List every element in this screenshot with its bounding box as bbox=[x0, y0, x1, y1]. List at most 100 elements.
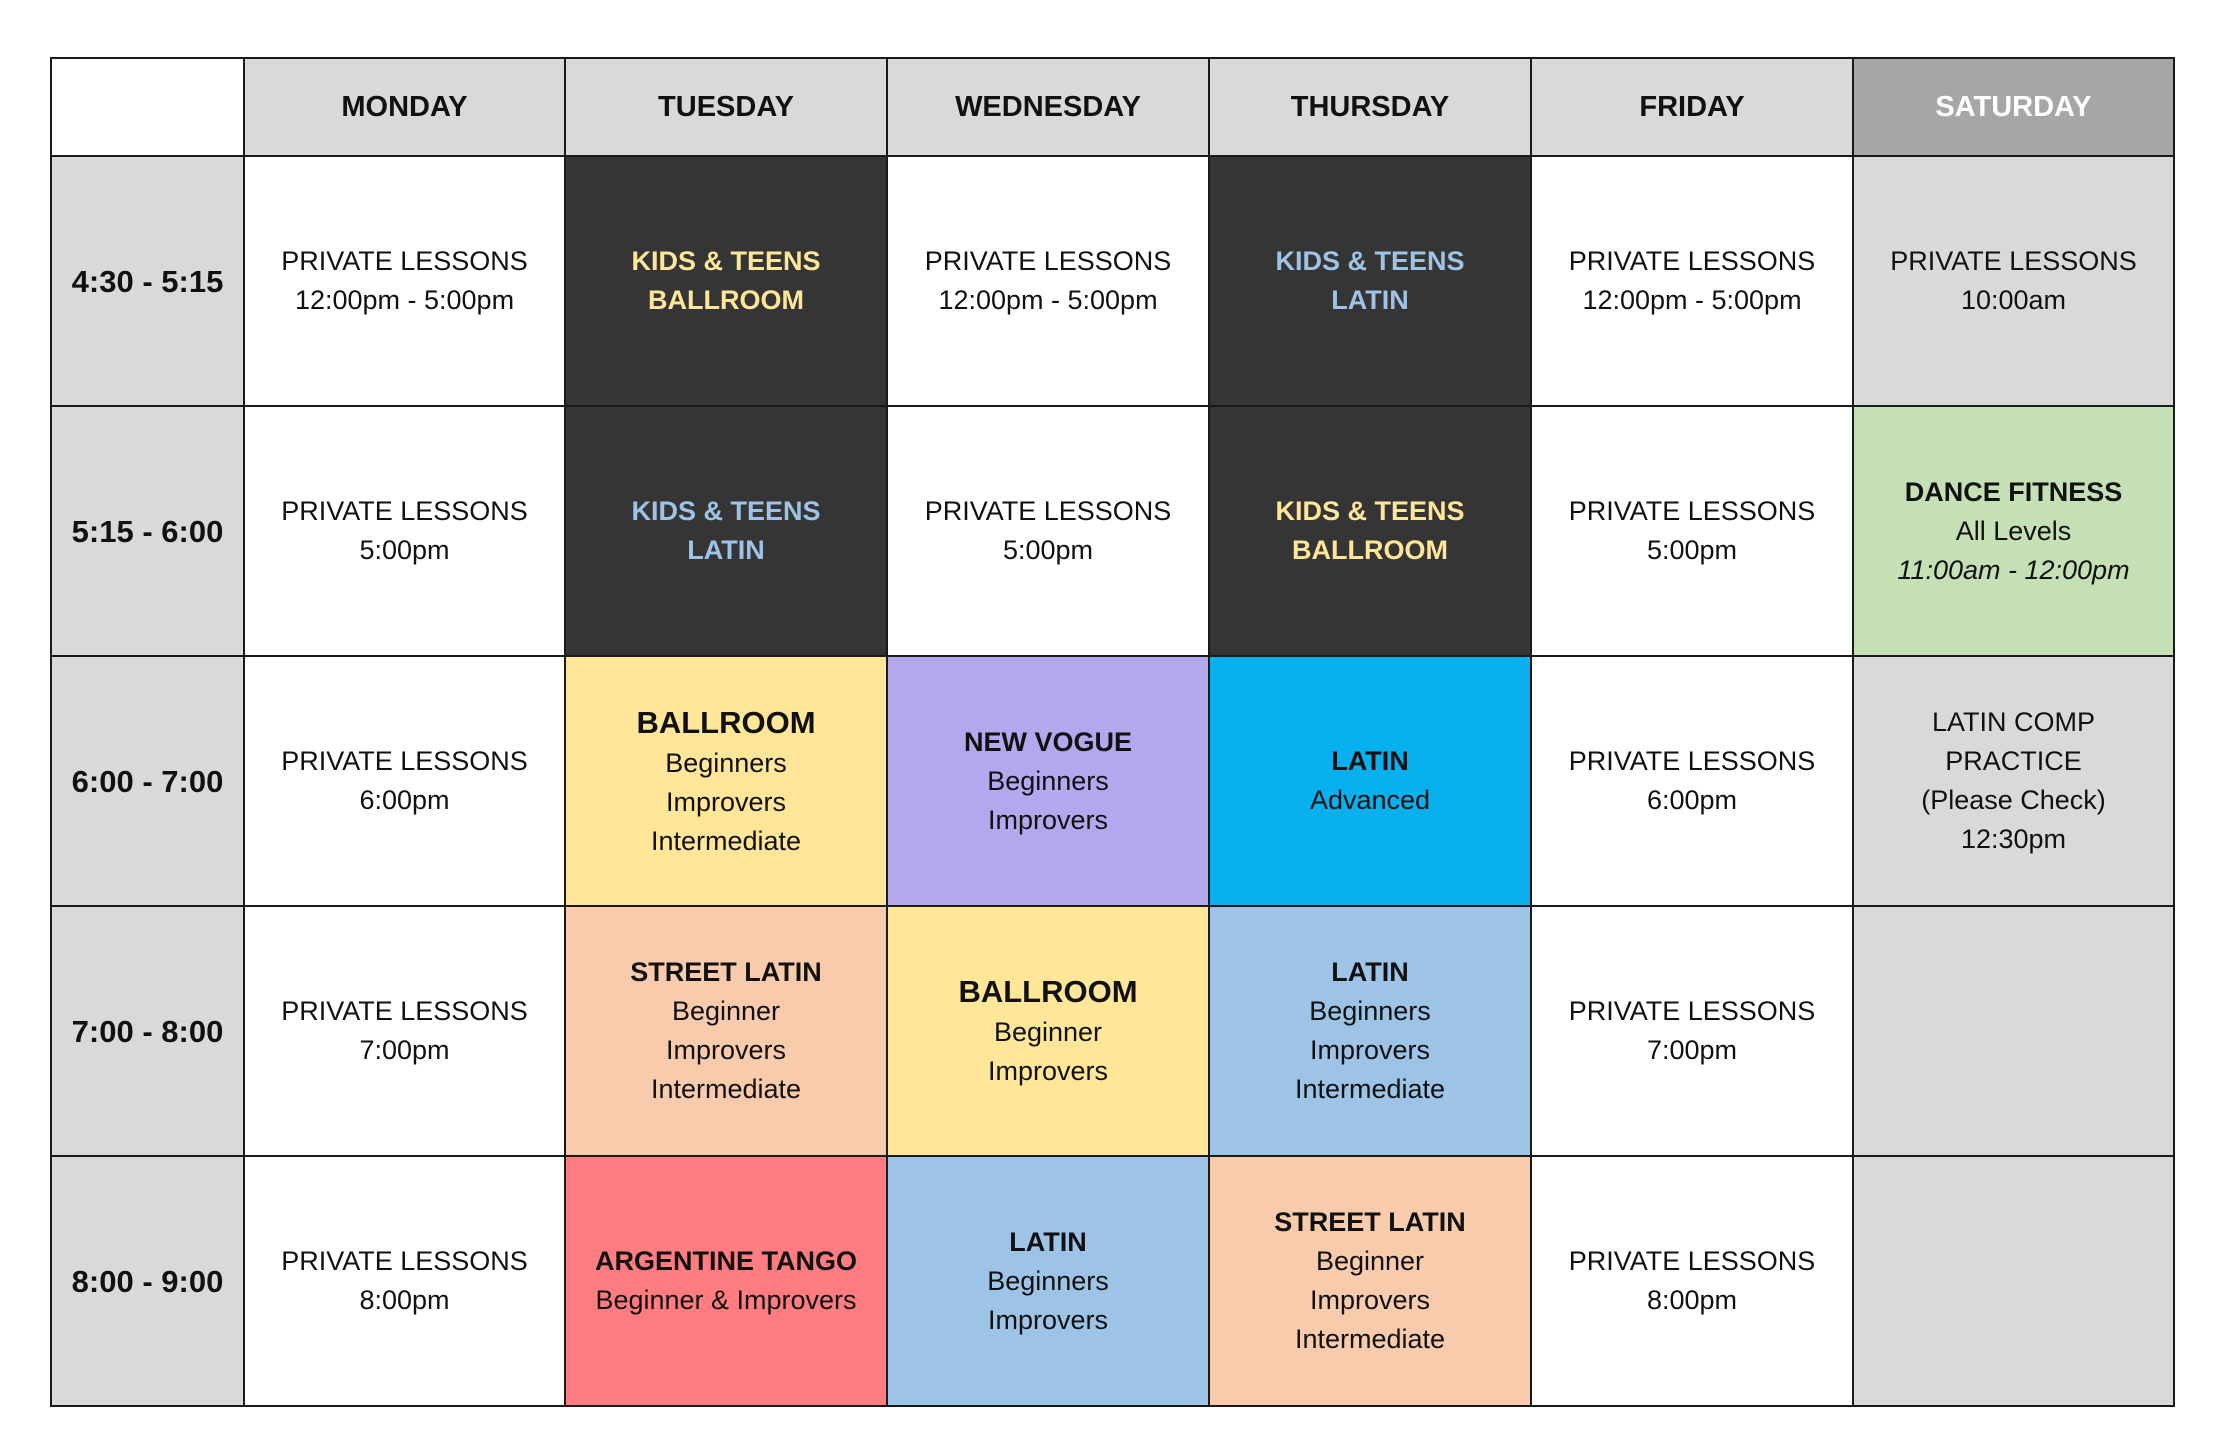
class-detail: Beginner bbox=[993, 1017, 1103, 1047]
class-cell-tuesday: STREET LATIN Beginner Improvers Intermediat… bbox=[564, 905, 888, 1157]
class-cell-friday: PRIVATE LESSONS 6:00pm bbox=[1530, 655, 1854, 907]
class-detail: 7:00pm bbox=[359, 1035, 450, 1065]
class-detail: 8:00pm bbox=[1646, 1285, 1738, 1315]
time-slot-label: 4:30 - 5:15 bbox=[50, 155, 245, 407]
day-header-row: MONDAY TUESDAY WEDNESDAY THURSDAY FRIDAY… bbox=[50, 57, 2175, 157]
class-detail: Intermediate bbox=[650, 825, 802, 856]
class-detail: BALLROOM bbox=[648, 285, 804, 315]
class-title: PRIVATE LESSONS bbox=[1568, 746, 1816, 776]
class-detail: 11:00am - 12:00pm bbox=[1897, 554, 2130, 585]
class-detail: All Levels bbox=[1955, 515, 2072, 546]
class-cell-monday: PRIVATE LESSONS 7:00pm bbox=[243, 905, 566, 1157]
class-detail: Improvers bbox=[1309, 1035, 1431, 1065]
class-detail: BALLROOM bbox=[1292, 535, 1448, 565]
class-cell-saturday: LATIN COMP PRACTICE (Please Check) 12:30pm bbox=[1852, 655, 2175, 907]
time-slot-row: 6:00 - 7:00 PRIVATE LESSONS 6:00pm BALLROOM… bbox=[50, 655, 2175, 907]
time-slot-label: 5:15 - 6:00 bbox=[50, 405, 245, 657]
day-header-wednesday: WEDNESDAY bbox=[886, 57, 1210, 157]
class-cell-thursday: LATIN Beginners Improvers Intermediate bbox=[1208, 905, 1532, 1157]
class-detail: 12:30pm bbox=[1960, 824, 2067, 854]
class-title: KIDS & TEENS bbox=[631, 246, 821, 276]
class-title: PRIVATE LESSONS bbox=[1890, 246, 2137, 276]
class-detail: Intermediate bbox=[650, 1074, 802, 1104]
class-cell-saturday bbox=[1852, 1155, 2175, 1407]
class-title: BALLROOM bbox=[636, 704, 816, 740]
class-title: KIDS & TEENS bbox=[631, 496, 821, 526]
class-detail: 6:00pm bbox=[359, 785, 450, 815]
class-cell-wednesday: LATIN Beginners Improvers bbox=[886, 1155, 1210, 1407]
class-detail: 6:00pm bbox=[1646, 785, 1738, 815]
class-detail: Improvers bbox=[1309, 1285, 1431, 1315]
schedule-body: 4:30 - 5:15 PRIVATE LESSONS 12:00pm - 5:00… bbox=[50, 155, 2175, 1407]
class-detail: Improvers bbox=[987, 804, 1109, 835]
class-title: ARGENTINE TANGO bbox=[595, 1246, 857, 1276]
class-cell-friday: PRIVATE LESSONS 8:00pm bbox=[1530, 1155, 1854, 1407]
class-cell-monday: PRIVATE LESSONS 5:00pm bbox=[243, 405, 566, 657]
class-cell-wednesday: PRIVATE LESSONS 12:00pm - 5:00pm bbox=[886, 155, 1210, 407]
class-detail: 12:00pm - 5:00pm bbox=[1582, 285, 1802, 315]
class-cell-tuesday: KIDS & TEENS LATIN bbox=[564, 405, 888, 657]
class-cell-saturday: PRIVATE LESSONS 10:00am bbox=[1852, 155, 2175, 407]
time-slot-label: 7:00 - 8:00 bbox=[50, 905, 245, 1157]
class-detail: 5:00pm bbox=[359, 535, 450, 565]
class-title: PRIVATE LESSONS bbox=[1568, 496, 1816, 526]
class-cell-wednesday: BALLROOM Beginner Improvers bbox=[886, 905, 1210, 1157]
class-title: NEW VOGUE bbox=[963, 726, 1132, 757]
class-title: PRIVATE LESSONS bbox=[924, 496, 1172, 526]
class-title: LATIN bbox=[1009, 1226, 1087, 1257]
class-detail: Beginners bbox=[987, 1265, 1109, 1296]
class-title: KIDS & TEENS bbox=[1275, 496, 1465, 526]
class-schedule-table: MONDAY TUESDAY WEDNESDAY THURSDAY FRIDAY… bbox=[50, 57, 2175, 1407]
class-title: PRIVATE LESSONS bbox=[1568, 246, 1816, 276]
corner-cell bbox=[50, 57, 245, 157]
class-detail: Improvers bbox=[987, 1056, 1109, 1086]
class-cell-friday: PRIVATE LESSONS 12:00pm - 5:00pm bbox=[1530, 155, 1854, 407]
class-cell-monday: PRIVATE LESSONS 12:00pm - 5:00pm bbox=[243, 155, 566, 407]
class-cell-friday: PRIVATE LESSONS 7:00pm bbox=[1530, 905, 1854, 1157]
class-cell-saturday bbox=[1852, 905, 2175, 1157]
class-cell-monday: PRIVATE LESSONS 8:00pm bbox=[243, 1155, 566, 1407]
class-detail: Advanced bbox=[1309, 785, 1431, 815]
class-cell-thursday: LATIN Advanced bbox=[1208, 655, 1532, 907]
class-detail: Beginners bbox=[1309, 996, 1431, 1026]
class-title: LATIN bbox=[1331, 957, 1409, 987]
class-detail: Intermediate bbox=[1294, 1324, 1446, 1354]
class-cell-wednesday: PRIVATE LESSONS 5:00pm bbox=[886, 405, 1210, 657]
class-cell-monday: PRIVATE LESSONS 6:00pm bbox=[243, 655, 566, 907]
class-detail: LATIN bbox=[1331, 285, 1409, 315]
class-title: PRIVATE LESSONS bbox=[281, 1246, 528, 1276]
class-detail: 12:00pm - 5:00pm bbox=[294, 285, 515, 315]
day-header-friday: FRIDAY bbox=[1530, 57, 1854, 157]
class-cell-saturday: DANCE FITNESS All Levels 11:00am - 12:00pm bbox=[1852, 405, 2175, 657]
class-detail: 7:00pm bbox=[1646, 1035, 1738, 1065]
time-slot-label: 8:00 - 9:00 bbox=[50, 1155, 245, 1407]
class-title: DANCE FITNESS bbox=[1904, 476, 2123, 507]
class-detail: Intermediate bbox=[1294, 1074, 1446, 1104]
class-title: PRIVATE LESSONS bbox=[1568, 996, 1816, 1026]
class-title: PRIVATE LESSONS bbox=[924, 246, 1172, 276]
class-cell-tuesday: BALLROOM Beginners Improvers Intermediate bbox=[564, 655, 888, 907]
class-title: PRIVATE LESSONS bbox=[281, 746, 528, 776]
class-cell-wednesday: NEW VOGUE Beginners Improvers bbox=[886, 655, 1210, 907]
class-detail: 12:00pm - 5:00pm bbox=[938, 285, 1158, 315]
class-detail: Beginners bbox=[665, 747, 787, 778]
class-cell-thursday: KIDS & TEENS LATIN bbox=[1208, 155, 1532, 407]
class-cell-tuesday: ARGENTINE TANGO Beginner & Improvers bbox=[564, 1155, 888, 1407]
class-cell-thursday: STREET LATIN Beginner Improvers Intermediat… bbox=[1208, 1155, 1532, 1407]
class-detail: Improvers bbox=[665, 1035, 787, 1065]
class-title: PRIVATE LESSONS bbox=[281, 996, 528, 1026]
day-header-monday: MONDAY bbox=[243, 57, 566, 157]
class-detail: 10:00am bbox=[1960, 285, 2067, 315]
class-title: STREET LATIN bbox=[1274, 1207, 1466, 1237]
class-detail: 5:00pm bbox=[1002, 535, 1094, 565]
class-detail: Beginner bbox=[671, 996, 781, 1026]
class-title: LATIN bbox=[1331, 746, 1409, 776]
class-detail: Beginner bbox=[1315, 1246, 1425, 1276]
class-detail: Beginner & Improvers bbox=[595, 1285, 857, 1315]
time-slot-row: 5:15 - 6:00 PRIVATE LESSONS 5:00pm KIDS & T… bbox=[50, 405, 2175, 657]
class-detail: LATIN bbox=[687, 535, 765, 565]
class-cell-thursday: KIDS & TEENS BALLROOM bbox=[1208, 405, 1532, 657]
class-title: PRIVATE LESSONS bbox=[281, 246, 528, 276]
time-slot-row: 7:00 - 8:00 PRIVATE LESSONS 7:00pm STREET L… bbox=[50, 905, 2175, 1157]
day-header-thursday: THURSDAY bbox=[1208, 57, 1532, 157]
